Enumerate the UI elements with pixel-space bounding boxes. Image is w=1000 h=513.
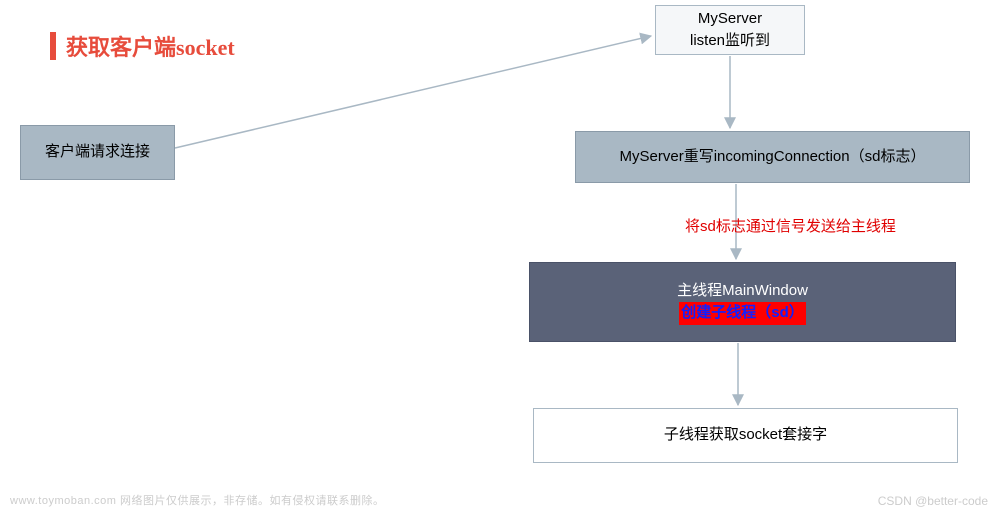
edge-label-text: 将sd标志通过信号发送给主线程: [685, 218, 896, 235]
node-mainwindow-line1: 主线程MainWindow: [677, 280, 808, 303]
node-mainwindow-line2: 创建子线程（sd）: [679, 302, 806, 325]
title-text: 获取客户端socket: [66, 30, 235, 62]
node-childthread: 子线程获取socket套接字: [533, 408, 958, 463]
title-cn: 获取客户端: [66, 35, 176, 60]
title-bar-mark: [50, 32, 56, 60]
watermark-left: www.toymoban.com 网络图片仅供展示，非存储。如有侵权请联系删除。: [10, 492, 384, 508]
node-incoming: MyServer重写incomingConnection（sd标志）: [575, 131, 970, 183]
node-listen-line1: MyServer: [698, 8, 762, 31]
node-mainwindow: 主线程MainWindow 创建子线程（sd）: [529, 262, 956, 342]
node-client: 客户端请求连接: [20, 125, 175, 180]
diagram-title: 获取客户端socket: [50, 30, 235, 62]
node-client-text: 客户端请求连接: [45, 141, 150, 164]
node-incoming-text: MyServer重写incomingConnection（sd标志）: [620, 146, 926, 169]
node-listen-line2: listen监听到: [690, 30, 770, 53]
node-childthread-text: 子线程获取socket套接字: [664, 424, 827, 447]
title-en: socket: [176, 35, 235, 60]
node-listen: MyServer listen监听到: [655, 5, 805, 55]
edge-label-signal: 将sd标志通过信号发送给主线程: [685, 215, 896, 236]
watermark-right: CSDN @better-code: [878, 494, 988, 508]
